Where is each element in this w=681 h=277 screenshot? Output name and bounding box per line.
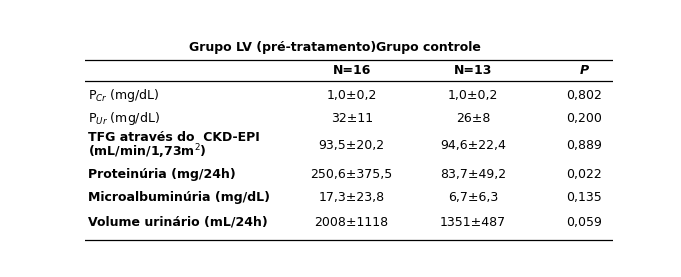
Text: 0,135: 0,135	[566, 191, 602, 204]
Text: TFG através do  CKD-EPI: TFG através do CKD-EPI	[88, 131, 259, 144]
Text: Proteinúria (mg/24h): Proteinúria (mg/24h)	[88, 168, 236, 181]
Text: 83,7±49,2: 83,7±49,2	[440, 168, 506, 181]
Text: 1,0±0,2: 1,0±0,2	[448, 89, 498, 102]
Text: 0,022: 0,022	[566, 168, 602, 181]
Text: 1,0±0,2: 1,0±0,2	[326, 89, 377, 102]
Text: Microalbuminúria (mg/dL): Microalbuminúria (mg/dL)	[88, 191, 270, 204]
Text: Volume urinário (mL/24h): Volume urinário (mL/24h)	[88, 216, 268, 229]
Text: 0,059: 0,059	[566, 216, 602, 229]
Text: 0,889: 0,889	[566, 139, 602, 152]
Text: 0,200: 0,200	[566, 112, 602, 125]
Text: 94,6±22,4: 94,6±22,4	[440, 139, 506, 152]
Text: 26±8: 26±8	[456, 112, 490, 125]
Text: 0,802: 0,802	[566, 89, 602, 102]
Text: 1351±487: 1351±487	[440, 216, 506, 229]
Text: 250,6±375,5: 250,6±375,5	[311, 168, 393, 181]
Text: P$_{Cr}$ (mg/dL): P$_{Cr}$ (mg/dL)	[88, 87, 159, 104]
Text: N=13: N=13	[454, 64, 492, 77]
Text: 6,7±6,3: 6,7±6,3	[448, 191, 498, 204]
Text: (mL/min/1,73m$^2$): (mL/min/1,73m$^2$)	[88, 142, 206, 161]
Text: Grupo LV (pré-tratamento): Grupo LV (pré-tratamento)	[189, 41, 377, 54]
Text: 17,3±23,8: 17,3±23,8	[319, 191, 385, 204]
Text: P: P	[580, 64, 588, 77]
Text: Grupo controle: Grupo controle	[376, 41, 481, 54]
Text: 93,5±20,2: 93,5±20,2	[319, 139, 385, 152]
Text: P$_{Ur}$ (mg/dL): P$_{Ur}$ (mg/dL)	[88, 110, 159, 127]
Text: 32±11: 32±11	[330, 112, 373, 125]
Text: 2008±1118: 2008±1118	[315, 216, 389, 229]
Text: N=16: N=16	[332, 64, 371, 77]
